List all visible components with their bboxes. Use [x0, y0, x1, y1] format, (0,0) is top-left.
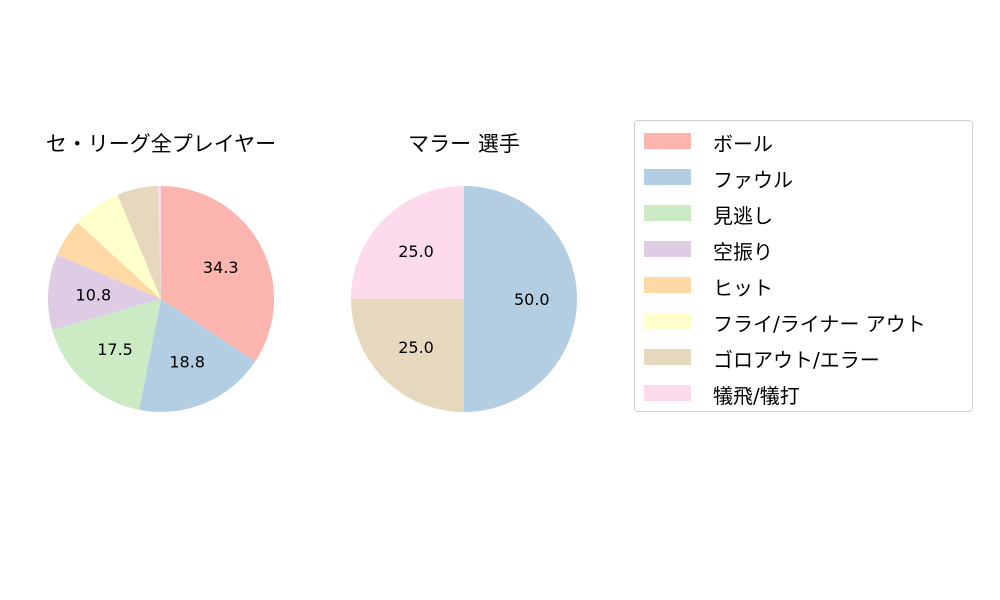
legend-swatch [644, 277, 691, 293]
league-pie-chart: 34.3 18.8 17.5 10.8 [48, 185, 275, 412]
right-chart-title: マラー 選手 [408, 132, 520, 156]
legend-swatch [644, 349, 691, 365]
pie-slice [117, 186, 161, 299]
legend-swatch [644, 385, 691, 401]
slice-value-label: 10.8 [76, 286, 112, 305]
pie-slice [77, 194, 161, 299]
legend-label: ボール [713, 132, 773, 156]
slice-value-label: 18.8 [169, 353, 205, 372]
legend-label: フライ/ライナー アウト [713, 312, 926, 336]
slice-value-label: 25.0 [398, 338, 434, 357]
pie-slice [351, 186, 464, 299]
legend-label: ファウル [713, 168, 793, 192]
player-pie-chart: 50.0 25.0 25.0 [351, 186, 577, 412]
pie-slice [161, 185, 275, 362]
legend-swatch [644, 133, 691, 149]
slice-value-label: 25.0 [398, 242, 434, 261]
pie-slice [52, 299, 161, 410]
pie-slice [139, 299, 256, 412]
pie-slice [57, 222, 161, 299]
legend-swatch [644, 313, 691, 329]
legend-swatch [644, 169, 691, 185]
legend-label: 見逃し [713, 204, 773, 228]
legend-label: 空振り [713, 240, 773, 264]
slice-value-label: 17.5 [97, 340, 133, 359]
pie-slice [351, 299, 464, 412]
legend-label: 犠飛/犠打 [713, 384, 800, 408]
pie-slice [158, 186, 161, 299]
legend-swatch [644, 241, 691, 257]
slice-value-label: 34.3 [203, 258, 239, 277]
pie-slice [48, 254, 162, 330]
legend: ボールファウル見逃し空振りヒットフライ/ライナー アウト ゴロアウト/エラー 犠飛/… [634, 120, 973, 412]
pie-slice [464, 186, 577, 412]
legend-label: ヒット [713, 276, 773, 300]
slice-value-label: 50.0 [514, 290, 550, 309]
legend-label: ゴロアウト/エラー [713, 348, 880, 372]
legend-swatch [644, 205, 691, 221]
left-chart-title: セ・リーグ全プレイヤー [45, 132, 277, 156]
